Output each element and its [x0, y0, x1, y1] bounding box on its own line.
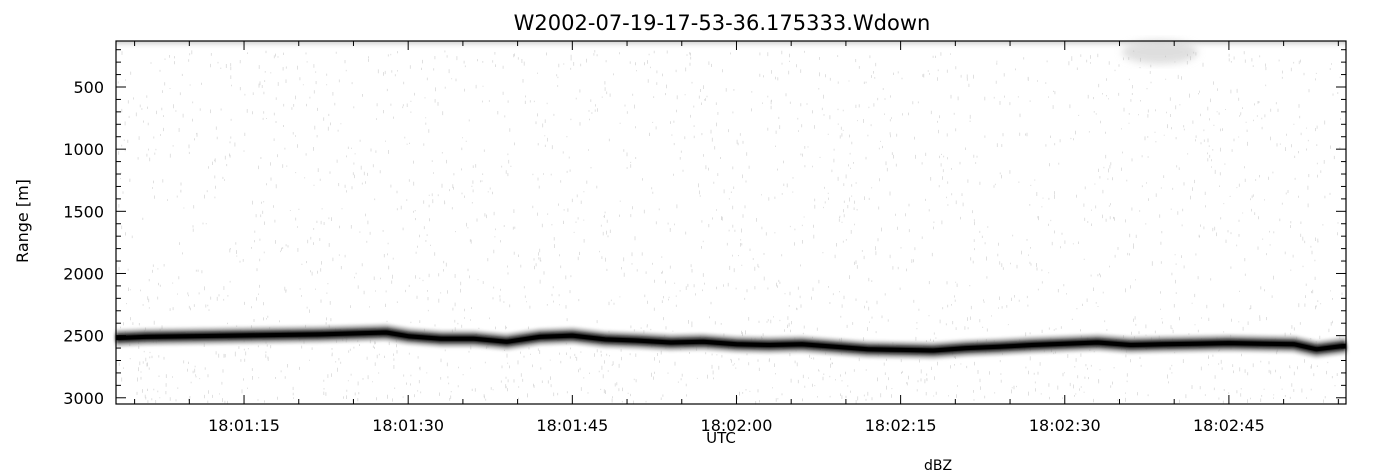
colorbar-label: dBZ: [924, 458, 952, 474]
y-tick-label: 1000: [63, 140, 104, 159]
y-tick-label: 2000: [63, 264, 104, 283]
y-tick-label: 2500: [63, 327, 104, 346]
y-axis-label: Range [m]: [13, 179, 32, 263]
y-tick-label: 3000: [63, 389, 104, 408]
x-axis-ticks: 18:01:15 18:01:30 18:01:45 18:02:00 18:02:15…: [134, 41, 1339, 435]
plot-frame: [115, 40, 1347, 405]
top-clutter: [116, 41, 1346, 50]
x-tick-label: 18:02:00: [701, 416, 773, 435]
cloud-patch: [1122, 40, 1198, 64]
y-tick-label: 500: [73, 78, 104, 97]
x-tick-label: 18:01:45: [536, 416, 608, 435]
x-tick-label: 18:01:15: [208, 416, 280, 435]
ground-return-band: [115, 324, 1347, 359]
y-tick-label: 1500: [63, 202, 104, 221]
x-tick-label: 18:02:15: [865, 416, 937, 435]
y-axis-ticks: 500 1000 1500 2000 2500 3000: [63, 49, 1346, 408]
frame-border: [115, 40, 1347, 405]
x-axis-label: UTC: [706, 429, 736, 447]
x-tick-label: 18:02:45: [1193, 416, 1265, 435]
noise-speckle: [117, 50, 1344, 405]
x-tick-label: 18:02:30: [1029, 416, 1101, 435]
band-center: [115, 330, 1347, 353]
chart-title: W2002-07-19-17-53-36.175333.Wdown: [514, 11, 931, 35]
x-tick-label: 18:01:30: [372, 416, 444, 435]
noise-pixels: [117, 50, 1344, 405]
